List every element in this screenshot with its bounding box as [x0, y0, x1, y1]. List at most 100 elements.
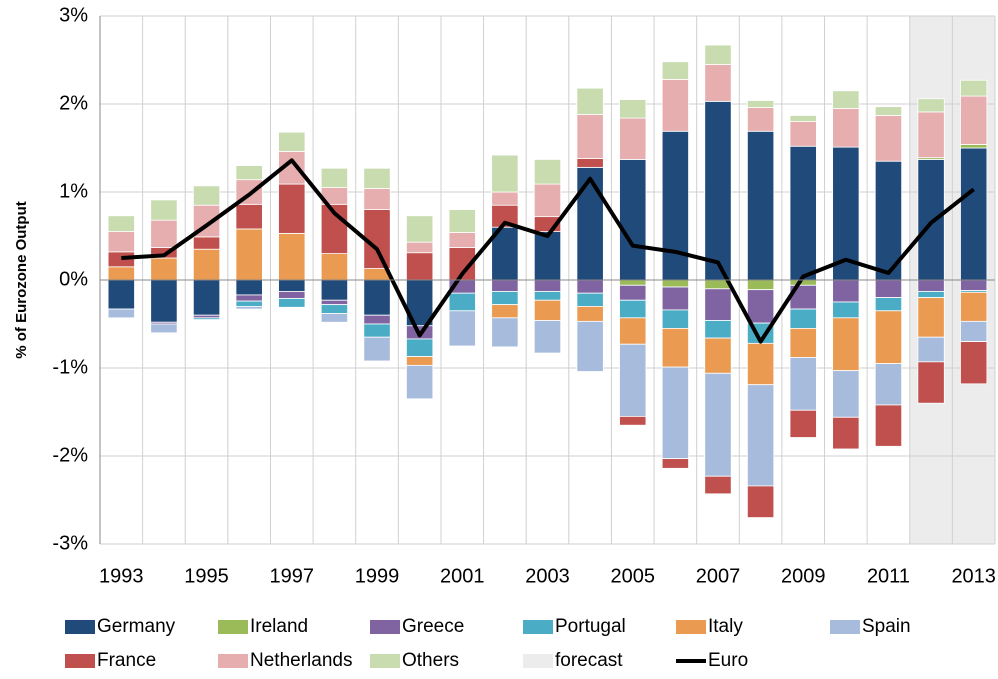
- legend-label: Netherlands: [250, 650, 352, 671]
- bar-segment: [917, 361, 945, 404]
- bar-segment: [576, 166, 604, 281]
- bar-segment: [448, 209, 476, 233]
- y-tick-label: -3%: [52, 532, 88, 554]
- bar-segment: [960, 291, 988, 322]
- bar-segment: [192, 248, 221, 281]
- bar-segment: [619, 284, 647, 301]
- x-tick-label: 1999: [355, 565, 400, 587]
- bar-segment: [619, 299, 647, 319]
- bar-segment: [107, 231, 135, 253]
- bar-segment: [832, 317, 860, 372]
- bar-segment: [363, 323, 391, 338]
- bar-segment: [917, 297, 945, 338]
- bar-segment: [619, 159, 647, 281]
- bar-segment: [917, 98, 945, 113]
- bar-segment: [448, 232, 476, 248]
- bar-segment: [874, 310, 903, 364]
- bar-segment: [704, 44, 732, 65]
- bar-segment: [576, 320, 604, 372]
- x-tick-label: 2005: [610, 565, 655, 587]
- bar-segment: [107, 279, 135, 310]
- bar-segment: [235, 279, 263, 296]
- legend-label: Spain: [862, 616, 911, 637]
- bar-segment: [960, 320, 988, 342]
- bar-segment: [746, 485, 775, 519]
- bar-segment: [789, 121, 817, 147]
- bar-segment: [576, 158, 604, 168]
- bar-segment: [491, 304, 519, 319]
- bar-segment: [320, 304, 349, 314]
- bar-segment: [874, 404, 903, 447]
- bar-segment: [789, 308, 817, 329]
- legend-label: France: [97, 650, 156, 671]
- bar-segment: [832, 108, 860, 148]
- bar-segment: [406, 252, 434, 281]
- bar-segment: [619, 117, 647, 160]
- bar-segment: [235, 228, 263, 281]
- bar-segment: [150, 279, 178, 323]
- legend-label: Euro: [708, 650, 748, 671]
- bar-segment: [960, 279, 988, 291]
- bar-segment: [235, 294, 263, 302]
- bar-segment: [406, 356, 434, 366]
- bar-segment: [235, 305, 263, 310]
- bar-segment: [533, 231, 562, 281]
- y-axis-label: % of Eurozone Output: [13, 201, 30, 358]
- y-tick-label: -1%: [52, 356, 88, 378]
- legend-swatch: [65, 620, 95, 634]
- legend-label: Greece: [402, 616, 464, 637]
- bar-segment: [704, 475, 732, 495]
- bar-segment: [235, 165, 263, 181]
- bar-segment: [832, 370, 860, 418]
- bar-segment: [619, 317, 647, 345]
- bar-segment: [832, 90, 860, 109]
- bar-segment: [661, 366, 689, 460]
- bar-segment: [960, 79, 988, 97]
- bar-segment: [746, 279, 775, 291]
- bar-segment: [192, 236, 221, 250]
- legend-label: forecast: [555, 650, 623, 671]
- y-tick-label: 2%: [59, 92, 88, 114]
- bar-segment: [661, 458, 689, 469]
- bar-segment: [576, 87, 604, 115]
- bar-segment: [704, 372, 732, 477]
- x-tick-label: 2001: [440, 565, 485, 587]
- x-tick-label: 1995: [184, 565, 229, 587]
- bar-segment: [533, 279, 562, 292]
- x-tick-label: 2009: [781, 565, 826, 587]
- bar-segment: [917, 336, 945, 363]
- bar-segment: [661, 309, 689, 329]
- legend-swatch: [65, 654, 95, 668]
- bar-segment: [619, 343, 647, 417]
- x-tick-label: 2013: [951, 565, 996, 587]
- bar-segment: [576, 114, 604, 159]
- bar-segment: [448, 292, 476, 312]
- bar-segment: [363, 314, 391, 325]
- bar-segment: [661, 327, 689, 368]
- y-tick-label: 1%: [59, 180, 88, 202]
- bar-segment: [789, 279, 817, 286]
- bar-segment: [491, 154, 519, 193]
- bar-segment: [832, 279, 860, 303]
- bar-segment: [107, 215, 135, 232]
- bar-segment: [874, 279, 903, 299]
- bar-segment: [661, 286, 689, 311]
- bar-segment: [491, 191, 519, 206]
- bar-segment: [917, 279, 945, 292]
- bar-segment: [320, 167, 349, 189]
- bar-segment: [533, 291, 562, 301]
- bar-segment: [278, 183, 306, 234]
- bar-segment: [746, 384, 775, 487]
- bar-segment: [746, 289, 775, 324]
- bar-segment: [150, 199, 178, 221]
- bar-segment: [704, 320, 732, 339]
- bar-segment: [704, 64, 732, 102]
- bar-segment: [832, 301, 860, 319]
- bar-segment: [619, 279, 647, 286]
- bar-segment: [192, 279, 221, 316]
- bar-segment: [320, 279, 349, 301]
- bar-segment: [235, 300, 263, 307]
- bar-segment: [150, 257, 178, 281]
- bar-segment: [278, 232, 306, 281]
- bar-segment: [150, 219, 178, 248]
